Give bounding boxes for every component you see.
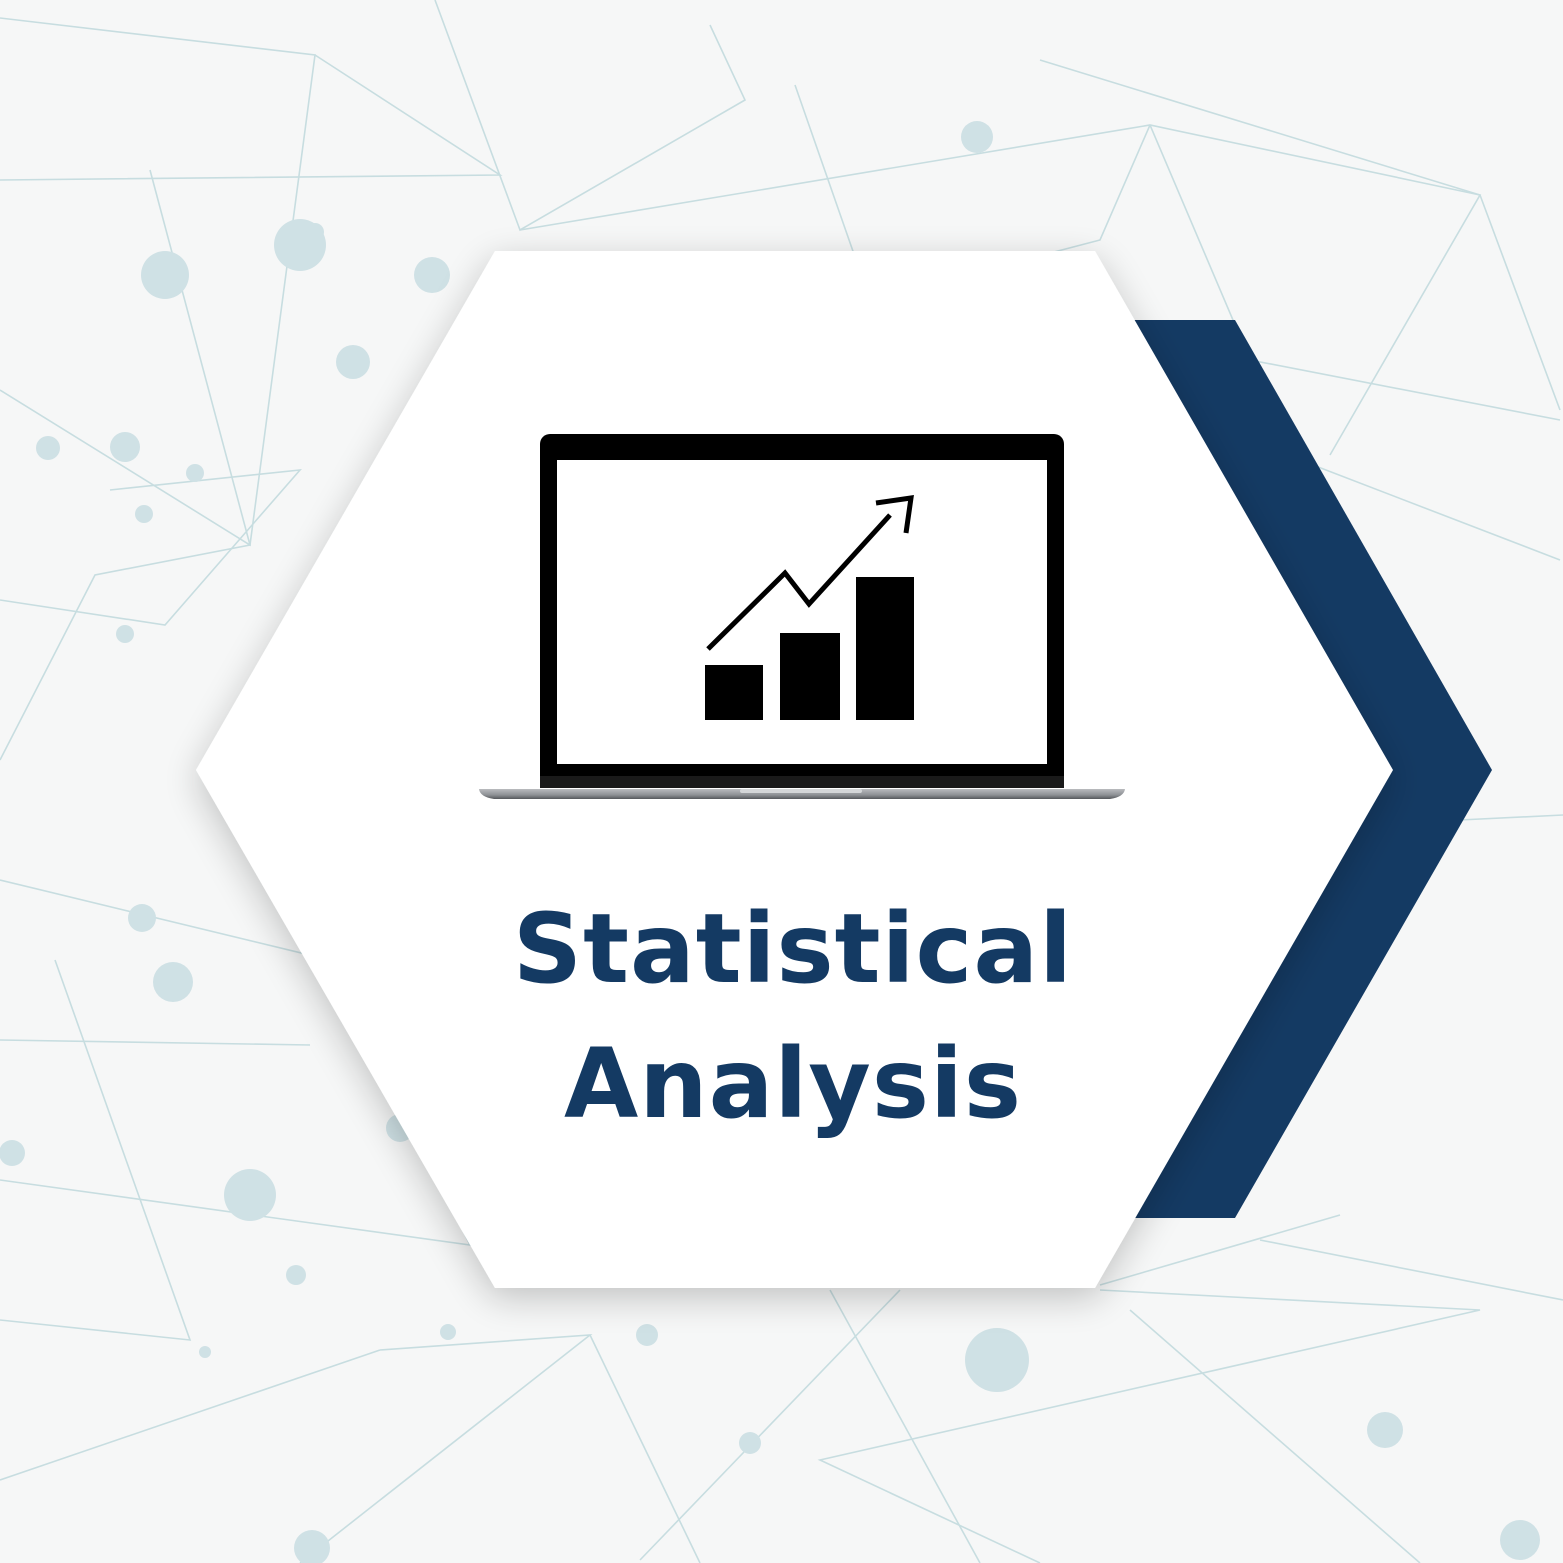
trend-up-arrow-icon bbox=[706, 495, 914, 651]
bar-chart-icon bbox=[705, 577, 914, 720]
title-line-1: Statistical bbox=[513, 893, 1073, 1005]
network-nodes bbox=[0, 121, 1540, 1563]
title-line-2: Analysis bbox=[564, 1028, 1022, 1140]
laptop-growth-chart-icon bbox=[479, 434, 1125, 799]
